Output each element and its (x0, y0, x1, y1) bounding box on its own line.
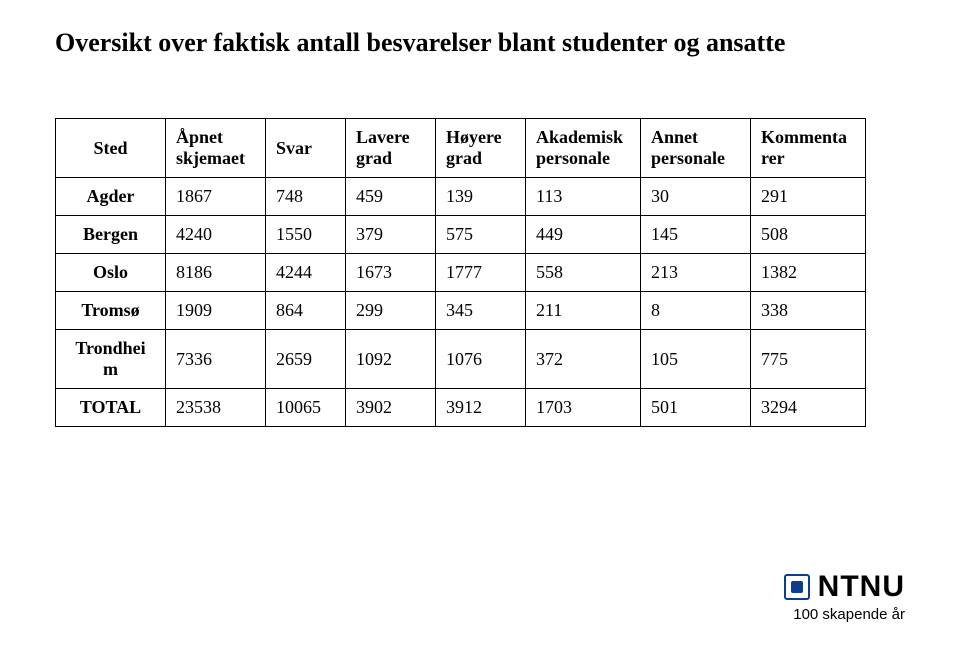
page-title: Oversikt over faktisk antall besvarelser… (55, 28, 905, 58)
ntnu-mark-icon (784, 574, 810, 600)
cell-apnet: 1909 (166, 292, 266, 330)
cell-hoyere: 575 (436, 216, 526, 254)
cell-komm: 338 (751, 292, 866, 330)
cell-lavere: 379 (346, 216, 436, 254)
header-line1: Kommenta (761, 127, 855, 148)
cell-komm: 775 (751, 330, 866, 389)
cell-komm: 508 (751, 216, 866, 254)
cell-hoyere: 3912 (436, 389, 526, 427)
header-line2: skjemaet (176, 148, 255, 169)
cell-svar: 864 (266, 292, 346, 330)
col-annet-header: Annet personale (641, 119, 751, 178)
header-line1: Annet (651, 127, 740, 148)
table-row: Tromsø 1909 864 299 345 211 8 338 (56, 292, 866, 330)
table-row: Bergen 4240 1550 379 575 449 145 508 (56, 216, 866, 254)
table-row: TOTAL 23538 10065 3902 3912 1703 501 329… (56, 389, 866, 427)
cell-svar: 2659 (266, 330, 346, 389)
cell-sted: Trondhei m (56, 330, 166, 389)
cell-akad: 372 (526, 330, 641, 389)
cell-annet: 8 (641, 292, 751, 330)
cell-komm: 1382 (751, 254, 866, 292)
cell-hoyere: 139 (436, 178, 526, 216)
cell-akad: 1703 (526, 389, 641, 427)
header-line1: Akademisk (536, 127, 630, 148)
table-row: Trondhei m 7336 2659 1092 1076 372 105 7… (56, 330, 866, 389)
cell-lavere: 1092 (346, 330, 436, 389)
cell-hoyere: 345 (436, 292, 526, 330)
cell-sted: Oslo (56, 254, 166, 292)
cell-hoyere: 1076 (436, 330, 526, 389)
cell-akad: 449 (526, 216, 641, 254)
col-hoyere-header: Høyere grad (436, 119, 526, 178)
cell-svar: 1550 (266, 216, 346, 254)
col-svar-header: Svar (266, 119, 346, 178)
logo-brand: NTNU (818, 570, 905, 604)
col-akad-header: Akademisk personale (526, 119, 641, 178)
cell-apnet: 4240 (166, 216, 266, 254)
cell-annet: 213 (641, 254, 751, 292)
table-row: Sted Åpnet skjemaet Svar Lavere grad Høy… (56, 119, 866, 178)
cell-lavere: 299 (346, 292, 436, 330)
cell-sted: Bergen (56, 216, 166, 254)
cell-apnet: 7336 (166, 330, 266, 389)
header-line2: Sted (66, 138, 155, 159)
header-line1: Lavere (356, 127, 425, 148)
cell-hoyere: 1777 (436, 254, 526, 292)
cell-annet: 501 (641, 389, 751, 427)
overview-table: Sted Åpnet skjemaet Svar Lavere grad Høy… (55, 118, 866, 427)
table-row: Oslo 8186 4244 1673 1777 558 213 1382 (56, 254, 866, 292)
page: Oversikt over faktisk antall besvarelser… (0, 0, 960, 651)
header-line2: personale (536, 148, 630, 169)
footer-logo: NTNU 100 skapende år (784, 570, 905, 623)
cell-annet: 145 (641, 216, 751, 254)
table-row: Agder 1867 748 459 139 113 30 291 (56, 178, 866, 216)
cell-akad: 211 (526, 292, 641, 330)
col-lavere-header: Lavere grad (346, 119, 436, 178)
cell-sted: Tromsø (56, 292, 166, 330)
cell-komm: 291 (751, 178, 866, 216)
cell-svar: 748 (266, 178, 346, 216)
cell-apnet: 8186 (166, 254, 266, 292)
header-line2: rer (761, 148, 855, 169)
col-komm-header: Kommenta rer (751, 119, 866, 178)
cell-lavere: 1673 (346, 254, 436, 292)
cell-annet: 105 (641, 330, 751, 389)
header-line1: Høyere (446, 127, 515, 148)
cell-svar: 4244 (266, 254, 346, 292)
cell-apnet: 1867 (166, 178, 266, 216)
logo-tagline: 100 skapende år (784, 606, 905, 623)
cell-svar: 10065 (266, 389, 346, 427)
cell-akad: 113 (526, 178, 641, 216)
table-header: Sted Åpnet skjemaet Svar Lavere grad Høy… (56, 119, 866, 178)
header-line1: Åpnet (176, 127, 255, 148)
cell-komm: 3294 (751, 389, 866, 427)
logo-row: NTNU (784, 570, 905, 604)
cell-akad: 558 (526, 254, 641, 292)
cell-apnet: 23538 (166, 389, 266, 427)
cell-lavere: 459 (346, 178, 436, 216)
cell-annet: 30 (641, 178, 751, 216)
header-line2: grad (356, 148, 425, 169)
col-apnet-header: Åpnet skjemaet (166, 119, 266, 178)
cell-lavere: 3902 (346, 389, 436, 427)
header-line2: personale (651, 148, 740, 169)
cell-sted: TOTAL (56, 389, 166, 427)
header-line2: Svar (276, 138, 335, 159)
header-line2: grad (446, 148, 515, 169)
col-sted-header: Sted (56, 119, 166, 178)
table-body: Agder 1867 748 459 139 113 30 291 Bergen… (56, 178, 866, 427)
cell-sted: Agder (56, 178, 166, 216)
